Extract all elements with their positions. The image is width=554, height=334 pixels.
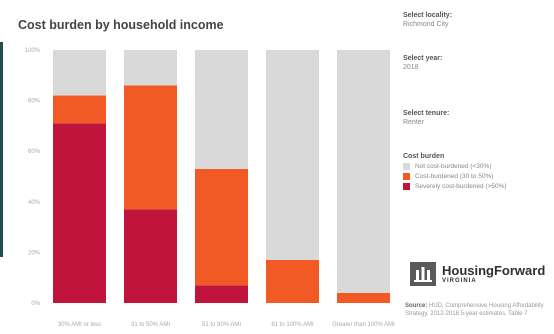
- legend-item-cost-burdened[interactable]: Cost-burdened (30 to 50%): [403, 173, 507, 180]
- bar-segment[interactable]: [124, 85, 177, 210]
- bar-segment[interactable]: [124, 50, 177, 86]
- bar-segment[interactable]: [337, 292, 390, 303]
- legend-label: Severely cost-burdened (>50%): [415, 183, 507, 190]
- bar-segment[interactable]: [195, 168, 248, 286]
- building-icon: [414, 267, 432, 282]
- year-label: Select year:: [403, 55, 443, 62]
- legend-item-not-burdened[interactable]: Not cost-burdened (<30%): [403, 163, 507, 170]
- legend-title: Cost burden: [403, 153, 445, 160]
- bar-segment[interactable]: [337, 50, 390, 293]
- chart-title: Cost burden by household income: [18, 18, 224, 32]
- logo-wordmark: HousingForward: [442, 263, 546, 278]
- legend-label: Not cost-burdened (<30%): [415, 163, 492, 170]
- legend: Cost burden Not cost-burdened (<30%) Cos…: [403, 153, 507, 193]
- x-tick-label: 31 to 50% AMI: [131, 322, 170, 328]
- x-tick-label: Greater than 100% AMI: [332, 322, 395, 328]
- x-tick-label: 81 to 100% AMI: [271, 322, 314, 328]
- y-tick-label: 20%: [28, 250, 41, 256]
- legend-label: Cost-burdened (30 to 50%): [415, 173, 494, 180]
- y-tick-label: 100%: [25, 48, 41, 54]
- locality-label: Select locality:: [403, 12, 453, 19]
- source-label: Source:: [405, 303, 428, 309]
- x-tick-label: 30% AMI or less: [58, 322, 101, 328]
- locality-value[interactable]: Richmond City: [403, 21, 449, 28]
- source-note: Source: HUD, Comprehensive Housing Affor…: [405, 302, 554, 318]
- y-tick-label: 80%: [28, 99, 41, 105]
- locality-selector[interactable]: Select locality: Richmond City: [403, 12, 452, 28]
- y-tick-label: 0%: [31, 301, 40, 307]
- tenure-label: Select tenure:: [403, 110, 450, 117]
- legend-swatch: [403, 183, 410, 190]
- bar-segment[interactable]: [195, 285, 248, 303]
- year-selector[interactable]: Select year: 2018: [403, 55, 442, 71]
- legend-item-severely-burdened[interactable]: Severely cost-burdened (>50%): [403, 183, 507, 190]
- x-tick-label: 51 to 80% AMI: [202, 322, 241, 328]
- year-value[interactable]: 2018: [403, 64, 419, 71]
- bar-segment[interactable]: [266, 259, 319, 303]
- source-text: HUD, Comprehensive Housing Affordability…: [405, 303, 544, 318]
- bar-segment[interactable]: [124, 209, 177, 303]
- housingforward-logo: HousingForward VIRGINIA: [410, 262, 545, 286]
- bar-segment[interactable]: [53, 95, 106, 124]
- legend-swatch: [403, 173, 410, 180]
- bar-segment[interactable]: [195, 50, 248, 169]
- y-tick-label: 60%: [28, 149, 41, 155]
- logo-building-icon: [410, 262, 436, 286]
- tenure-selector[interactable]: Select tenure: Renter: [403, 110, 449, 126]
- y-tick-label: 40%: [28, 200, 41, 206]
- bar-segment[interactable]: [266, 50, 319, 260]
- bar-segment[interactable]: [53, 123, 106, 304]
- left-accent-strip: [0, 42, 3, 257]
- bar-segment[interactable]: [53, 50, 106, 96]
- stacked-bar-chart: 0% 20% 40% 60% 80% 100% 30% AMI or less 31 to 5…: [25, 48, 396, 328]
- legend-swatch: [403, 163, 410, 170]
- tenure-value[interactable]: Renter: [403, 119, 425, 126]
- logo-subtitle: VIRGINIA: [442, 278, 477, 284]
